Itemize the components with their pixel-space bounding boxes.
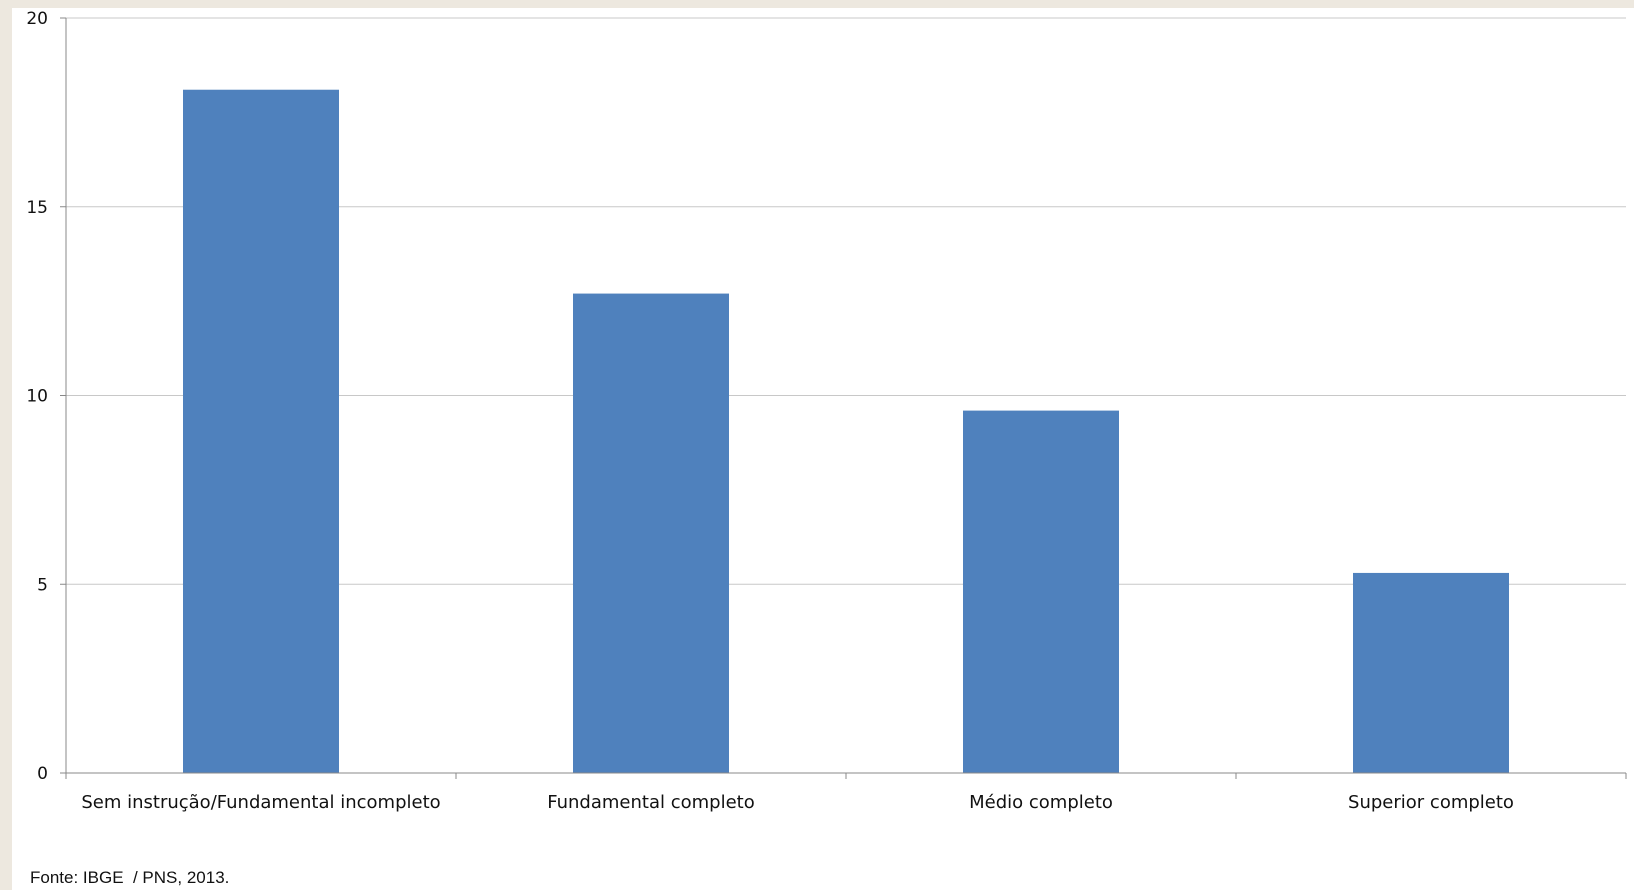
y-tick-label: 5 <box>37 575 48 595</box>
x-category-label: Médio completo <box>969 792 1113 813</box>
y-tick-label: 0 <box>37 764 48 784</box>
source-note: Fonte: IBGE / PNS, 2013. <box>30 868 230 887</box>
bars <box>183 89 1509 774</box>
x-category-label: Superior completo <box>1348 792 1514 813</box>
axes <box>60 17 1627 779</box>
bar <box>183 89 339 774</box>
bar <box>573 293 729 773</box>
y-tick-label: 20 <box>26 9 48 29</box>
x-category-label: Sem instrução/Fundamental incompleto <box>81 792 440 813</box>
x-category-label: Fundamental completo <box>547 792 754 813</box>
y-tick-label: 10 <box>26 387 48 407</box>
y-tick-label: 15 <box>26 198 48 218</box>
bar <box>963 410 1119 773</box>
axis-labels: 0 5 10 15 20 Sem instrução/Fundamental incomp… <box>26 9 1514 813</box>
bar <box>1353 572 1509 773</box>
